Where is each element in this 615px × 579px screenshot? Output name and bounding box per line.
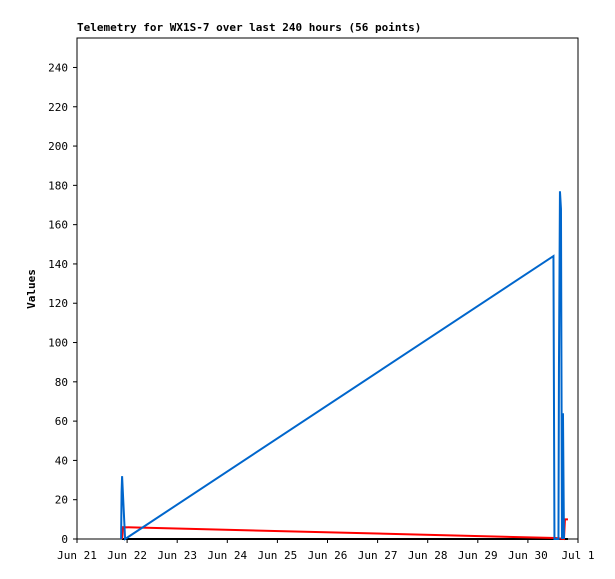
y-tick-label: 0 [61, 533, 68, 546]
y-tick-label: 100 [48, 337, 68, 350]
y-tick-label: 80 [55, 376, 68, 389]
x-tick-label: Jul 1 [561, 549, 594, 562]
chart-title: Telemetry for WX1S-7 over last 240 hours… [77, 21, 421, 34]
y-tick-label: 40 [55, 454, 68, 467]
x-tick-label: Jun 24 [207, 549, 247, 562]
x-tick-label: Jun 29 [458, 549, 498, 562]
x-tick-label: Jun 28 [408, 549, 448, 562]
y-tick-label: 200 [48, 140, 68, 153]
x-tick-label: Jun 23 [157, 549, 197, 562]
y-tick-label: 180 [48, 179, 68, 192]
series-line [120, 191, 565, 541]
y-tick-label: 120 [48, 297, 68, 310]
x-tick-label: Jun 26 [308, 549, 348, 562]
series-line [121, 518, 568, 541]
y-axis-label: Values [25, 269, 38, 309]
y-tick-label: 140 [48, 258, 68, 271]
y-tick-label: 60 [55, 415, 68, 428]
y-tick-label: 240 [48, 61, 68, 74]
y-tick-label: 20 [55, 494, 68, 507]
y-tick-label: 220 [48, 101, 68, 114]
y-tick-label: 160 [48, 219, 68, 232]
x-tick-label: Jun 30 [508, 549, 548, 562]
x-tick-label: Jun 21 [57, 549, 97, 562]
x-tick-label: Jun 25 [258, 549, 298, 562]
x-tick-label: Jun 27 [358, 549, 398, 562]
x-tick-label: Jun 22 [107, 549, 147, 562]
